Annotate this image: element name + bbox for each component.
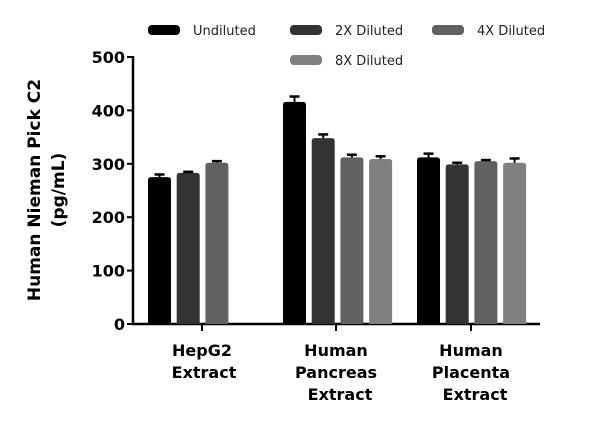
bar xyxy=(503,162,527,324)
category-label-line: Extract xyxy=(172,363,237,382)
legend-label: 4X Diluted xyxy=(477,24,545,39)
category-label-line: Placenta xyxy=(432,363,510,382)
legend: Undiluted 2X Diluted 4X Diluted 8X Diluted xyxy=(148,24,545,69)
legend-label: 8X Diluted xyxy=(335,54,403,69)
category-label-line: Extract xyxy=(443,385,508,404)
bar xyxy=(283,101,306,324)
legend-label: Undiluted xyxy=(193,24,256,39)
bar xyxy=(417,157,440,324)
bar xyxy=(311,138,335,324)
y-tick-label: 300 xyxy=(92,155,125,174)
y-axis-title: Human Nieman Pick C2 (pg/mL) xyxy=(25,79,69,301)
bar xyxy=(474,161,498,324)
category-label-line: Human xyxy=(304,341,368,360)
y-tick-label: 500 xyxy=(92,48,125,67)
category-label-line: Extract xyxy=(308,385,373,404)
y-tick-label: 400 xyxy=(92,101,125,120)
category-label-line: HepG2 xyxy=(172,341,232,360)
y-axis-title-line: Human Nieman Pick C2 xyxy=(25,79,45,301)
legend-swatch xyxy=(290,55,322,65)
legend-swatch xyxy=(148,25,180,35)
bar xyxy=(148,177,171,324)
y-tick-label: 100 xyxy=(92,262,125,281)
axes: 0 100 200 300 400 500 xyxy=(92,48,540,334)
bar xyxy=(176,172,200,324)
bar xyxy=(205,162,229,324)
y-tick-label: 0 xyxy=(114,315,125,334)
category-label-line: Human xyxy=(439,341,503,360)
category-labels: HepG2 Extract Human Pancreas Extract Human Pla… xyxy=(172,341,510,404)
bars xyxy=(148,95,527,324)
category-label-line: Pancreas xyxy=(295,363,377,382)
legend-swatch xyxy=(432,25,464,35)
bar xyxy=(369,158,393,324)
bar xyxy=(340,157,364,324)
y-axis-title-line: (pg/mL) xyxy=(49,153,69,228)
legend-label: 2X Diluted xyxy=(335,24,403,39)
y-tick-label: 200 xyxy=(92,208,125,227)
legend-swatch xyxy=(290,25,322,35)
bar xyxy=(445,164,469,324)
